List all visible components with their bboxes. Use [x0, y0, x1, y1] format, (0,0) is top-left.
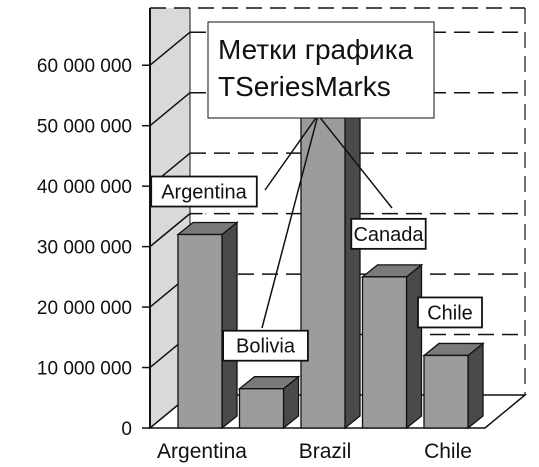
y-tick-label: 30 000 000 [37, 238, 132, 259]
mark-box [222, 329, 309, 362]
bar-side-face [405, 263, 423, 430]
bar-front-face [238, 388, 285, 429]
bar-front-face [423, 354, 469, 429]
mark-bolivia: Bolivia [222, 329, 309, 375]
bar-front-face [361, 276, 408, 429]
x-tick-label: Chile [424, 440, 472, 463]
y-tick-label: 0 [121, 419, 132, 440]
mark-box [150, 175, 258, 208]
callout-connector-bolivia [261, 114, 319, 329]
bar-side-face [467, 342, 484, 430]
series-marks: Argentina Bolivia Canada Chile [150, 175, 483, 375]
y-tick-label: 10 000 000 [37, 359, 132, 380]
callout-line-2: TSeriesMarks [218, 71, 391, 102]
bar-canada [360, 263, 424, 430]
x-axis-labels: Argentina Brazil Chile [157, 440, 472, 463]
mark-label: Chile [427, 302, 473, 324]
y-axis-ticks: 0 10 000 000 20 000 000 30 000 000 40 000 00… [37, 56, 150, 440]
grid-diagonal [149, 213, 191, 248]
bar-chile [422, 342, 485, 430]
mark-label: Canada [353, 224, 424, 246]
bar-front-face [177, 233, 223, 429]
x-tick-label: Argentina [157, 440, 247, 463]
bar-argentina [176, 221, 239, 430]
callout-connector-argentina [264, 114, 319, 191]
mark-chile: Chile [417, 296, 483, 342]
mark-argentina: Argentina [150, 175, 258, 221]
bars [176, 70, 485, 430]
y-tick-label: 40 000 000 [37, 177, 132, 198]
callout-box [207, 21, 435, 119]
mark-box [350, 217, 427, 250]
grid-diagonal [149, 31, 191, 66]
callout-line-1: Метки графика [218, 34, 414, 65]
mark-label: Argentina [161, 182, 247, 204]
bar-front-face [300, 82, 346, 429]
callout-connector-canada [317, 114, 393, 209]
mark-box [417, 296, 483, 329]
bar-side-face [221, 221, 238, 430]
mark-label: Bolivia [236, 336, 296, 358]
grid-diagonal [149, 92, 191, 127]
y-tick-label: 50 000 000 [37, 117, 132, 138]
mark-canada: Canada [350, 217, 427, 263]
bar-bolivia [237, 375, 301, 430]
annotation-callout: Метки графика TSeriesMarks [207, 21, 435, 329]
x-tick-label: Brazil [299, 440, 352, 463]
y-tick-label: 60 000 000 [37, 56, 132, 77]
y-tick-label: 20 000 000 [37, 298, 132, 319]
